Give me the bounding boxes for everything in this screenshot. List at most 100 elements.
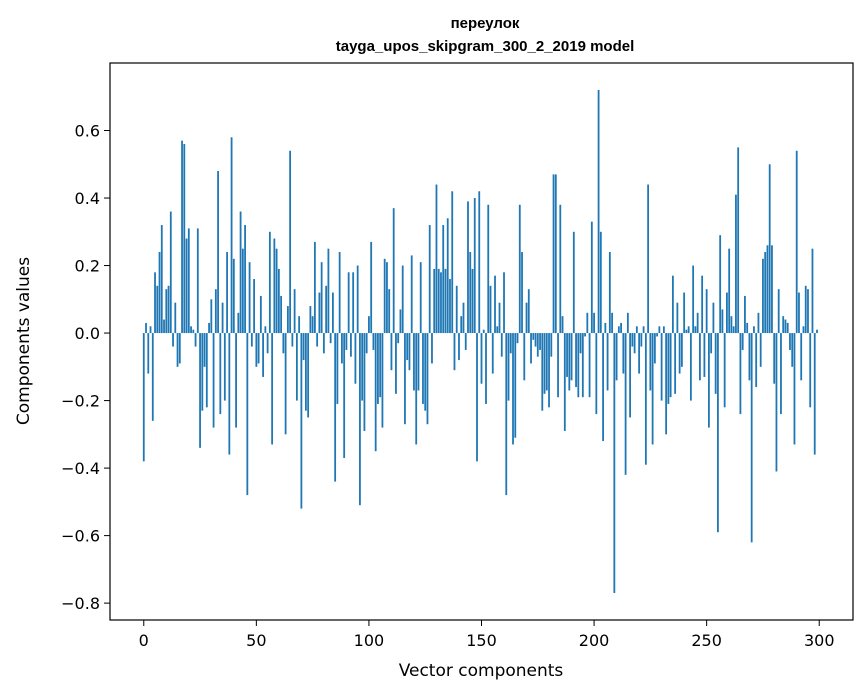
- bar-158: [498, 302, 501, 334]
- bar-33: [217, 171, 219, 334]
- bar-288: [791, 333, 794, 367]
- bar-73: [307, 333, 310, 418]
- bar-65: [289, 150, 292, 334]
- bar-57: [271, 333, 274, 445]
- bar-192: [575, 333, 577, 388]
- bar-229: [658, 326, 661, 334]
- bar-29: [208, 322, 210, 334]
- bar-222: [642, 326, 645, 334]
- bar-188: [566, 333, 568, 377]
- bar-62: [282, 333, 285, 354]
- x-tick-label-50: 50: [246, 631, 266, 650]
- bar-80: [322, 333, 325, 354]
- bar-262: [732, 326, 735, 334]
- bar-159: [500, 333, 503, 357]
- bar-67: [293, 289, 296, 334]
- bar-197: [586, 312, 589, 334]
- bar-21: [190, 326, 192, 334]
- bar-145: [469, 252, 472, 334]
- bar-150: [480, 333, 483, 384]
- bar-297: [811, 248, 814, 334]
- bar-162: [507, 333, 510, 401]
- bar-279: [771, 245, 773, 334]
- bar-23: [194, 333, 197, 347]
- bar-214: [624, 333, 627, 475]
- bar-169: [523, 333, 526, 381]
- bar-142: [462, 302, 465, 334]
- bar-273: [757, 312, 760, 334]
- bar-154: [489, 285, 492, 334]
- x-axis-label: Vector components: [399, 661, 564, 681]
- bar-180: [548, 333, 550, 408]
- bar-201: [595, 333, 598, 415]
- bar-93: [352, 272, 355, 334]
- bar-63: [284, 333, 287, 435]
- bar-131: [437, 268, 440, 334]
- bar-152: [485, 333, 487, 404]
- y-tick-label-3: −0.2: [61, 392, 100, 411]
- bar-10: [165, 289, 168, 334]
- bar-216: [629, 333, 631, 418]
- bar-284: [782, 316, 785, 334]
- bar-128: [431, 333, 433, 364]
- bar-206: [606, 333, 609, 391]
- bar-109: [388, 289, 391, 334]
- bar-210: [615, 333, 618, 381]
- bar-0: [142, 333, 145, 462]
- bar-186: [561, 316, 564, 334]
- bar-212: [620, 322, 622, 334]
- bar-46: [246, 333, 249, 496]
- bar-280: [773, 333, 776, 384]
- bar-251: [708, 333, 710, 428]
- bar-107: [383, 258, 386, 334]
- bar-236: [674, 333, 677, 394]
- bar-4: [151, 333, 154, 421]
- bar-17: [181, 140, 183, 334]
- bar-184: [557, 333, 559, 398]
- bar-70: [300, 333, 303, 509]
- bar-123: [419, 262, 422, 334]
- bar-237: [676, 302, 679, 334]
- bar-164: [512, 333, 514, 445]
- bar-148: [476, 333, 478, 462]
- y-tick-label-6: 0.4: [75, 189, 100, 208]
- bar-88: [341, 333, 343, 364]
- bar-87: [338, 252, 341, 334]
- bar-257: [721, 309, 724, 334]
- bar-278: [768, 164, 771, 334]
- bar-200: [593, 312, 595, 334]
- bar-14: [174, 302, 177, 334]
- bar-132: [440, 272, 442, 334]
- bars-group: [142, 90, 818, 593]
- bar-25: [199, 333, 201, 448]
- bar-98: [363, 333, 366, 431]
- bar-105: [379, 333, 382, 398]
- bar-168: [521, 252, 523, 334]
- bar-19: [185, 238, 188, 334]
- bar-37: [226, 252, 228, 334]
- bar-289: [793, 333, 796, 445]
- bar-47: [248, 262, 251, 334]
- bar-75: [311, 316, 314, 334]
- bar-255: [717, 333, 719, 533]
- bar-83: [329, 333, 332, 344]
- bar-187: [563, 333, 566, 431]
- bar-97: [361, 333, 364, 401]
- bar-15: [176, 333, 179, 367]
- bar-86: [336, 333, 339, 404]
- y-tick-label-7: 0.6: [75, 122, 100, 141]
- bar-292: [800, 333, 803, 381]
- bar-268: [746, 322, 749, 334]
- bar-146: [471, 268, 474, 334]
- bar-53: [262, 333, 264, 377]
- bar-6: [156, 285, 159, 334]
- bar-189: [568, 333, 571, 391]
- bar-218: [633, 333, 636, 354]
- bar-250: [705, 289, 708, 334]
- bar-59: [275, 248, 278, 334]
- y-tick-label-0: −0.8: [61, 594, 100, 613]
- bar-296: [809, 333, 812, 408]
- bar-129: [433, 268, 436, 334]
- bar-56: [268, 231, 271, 334]
- bar-68: [295, 333, 298, 401]
